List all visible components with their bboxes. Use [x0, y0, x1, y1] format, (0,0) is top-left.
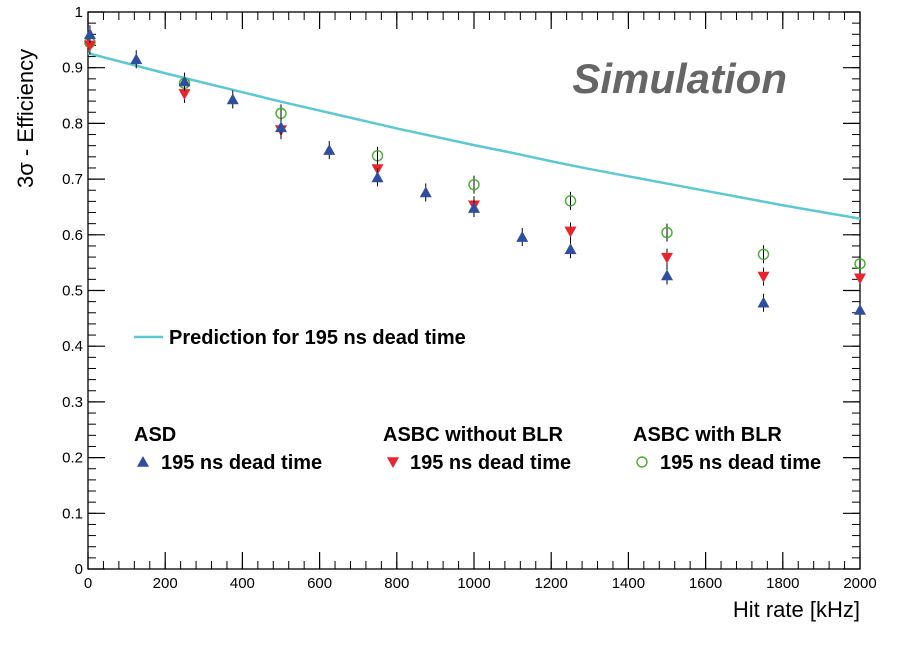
legend-group-asd: ASD	[134, 424, 176, 446]
legend-label-asd: 195 ns dead time	[161, 452, 322, 474]
data-point	[468, 202, 480, 213]
x-axis-title: Hit rate [kHz]	[733, 597, 860, 622]
legend-marker	[387, 457, 399, 468]
y-tick-label: 1	[75, 4, 83, 21]
data-point	[275, 121, 287, 133]
y-tick-label: 0.6	[62, 227, 83, 244]
legend-label-asbc-with-blr: 195 ns dead time	[660, 452, 821, 474]
data-point	[564, 195, 577, 207]
legend-marker-asbc-without-blr	[387, 457, 399, 468]
data-point	[226, 93, 239, 105]
x-tick-label: 600	[307, 575, 332, 592]
data-point	[178, 75, 191, 87]
data-point	[323, 144, 336, 155]
y-tick-label: 0.7	[62, 171, 83, 188]
x-tick-label: 400	[230, 575, 255, 592]
data-point	[854, 258, 866, 270]
data-point	[757, 271, 770, 283]
data-point	[564, 243, 577, 255]
data-point	[468, 178, 480, 191]
data-point	[564, 226, 577, 238]
legend-group-asbc-with-blr: ASBC with BLR	[633, 424, 782, 446]
x-tick-label: 800	[384, 575, 409, 592]
legend-marker	[636, 456, 648, 468]
y-tick-label: 0.8	[62, 115, 83, 132]
y-ticks: 0 0.1 0.2 0.3 0.4 0.5 0.6 0.7 0.8 0.9 1	[62, 4, 860, 578]
x-tick-label: 2000	[843, 575, 876, 592]
x-tick-label: 1800	[766, 575, 799, 592]
legend-group-asbc-without-blr: ASBC without BLR	[383, 424, 564, 446]
legend-marker	[137, 456, 149, 467]
x-ticks: 0 200 400 600 800 1000 1200 1400 1600 1800 2000	[84, 12, 877, 592]
legend-curve-label: Prediction for 195 ns dead time	[169, 327, 466, 349]
data-points	[83, 25, 866, 319]
data-point	[516, 231, 529, 242]
data-point	[661, 269, 673, 281]
y-tick-label: 0.5	[62, 283, 83, 300]
x-tick-label: 1600	[689, 575, 722, 592]
data-point	[661, 226, 673, 239]
y-tick-label: 0.1	[62, 505, 83, 522]
y-tick-label: 0.2	[62, 450, 83, 467]
data-point	[661, 252, 673, 264]
x-tick-label: 1400	[612, 575, 645, 592]
y-tick-label: 0.3	[62, 394, 83, 411]
x-tick-label: 1000	[457, 575, 490, 592]
y-tick-label: 0	[75, 561, 83, 578]
data-point	[83, 40, 96, 52]
x-tick-label: 0	[84, 575, 92, 592]
legend-label-asbc-without-blr: 195 ns dead time	[410, 452, 571, 474]
data-point	[371, 171, 384, 183]
simulation-label: Simulation	[572, 55, 787, 102]
data-point	[854, 303, 866, 315]
data-point	[83, 28, 96, 40]
x-tick-label: 200	[153, 575, 178, 592]
data-point	[130, 53, 143, 65]
x-tick-label: 1200	[535, 575, 568, 592]
data-point	[854, 273, 866, 285]
prediction-curve	[87, 52, 861, 220]
series-asd	[83, 25, 866, 319]
data-point	[178, 89, 191, 100]
data-point	[757, 248, 770, 260]
legend-marker-asd	[137, 456, 149, 467]
data-point	[757, 296, 770, 308]
y-tick-label: 0.4	[62, 338, 83, 355]
legend-marker-asbc-with-blr	[636, 456, 648, 468]
y-tick-label: 0.9	[62, 60, 83, 77]
data-point	[419, 186, 432, 198]
y-axis-title: 3σ - Efficiency	[13, 49, 38, 188]
